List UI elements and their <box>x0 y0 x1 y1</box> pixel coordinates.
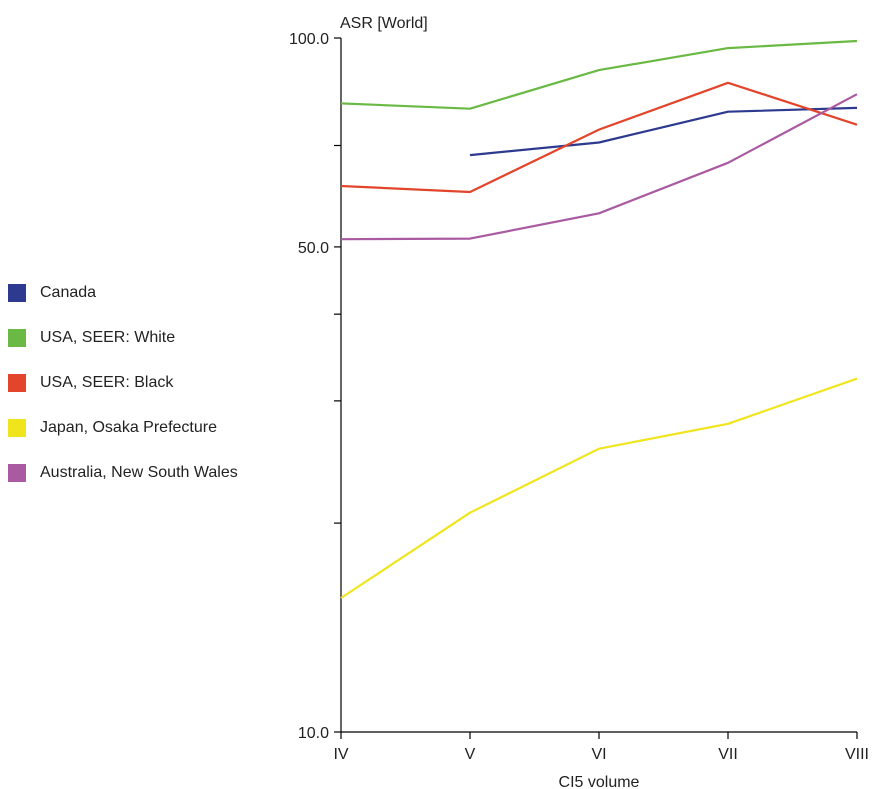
y-axis-label: ASR [World] <box>340 15 428 32</box>
series-line <box>340 81 858 194</box>
legend-swatch <box>8 463 26 482</box>
legend-swatch <box>8 283 26 302</box>
legend: Canada USA, SEER: White USA, SEER: Black Ja… <box>8 270 238 495</box>
legend-label: Australia, New South Wales <box>40 463 238 481</box>
x-tick-label: IV <box>333 746 348 763</box>
legend-swatch <box>8 373 26 392</box>
series-line <box>340 377 858 599</box>
legend-label: USA, SEER: White <box>40 328 176 346</box>
x-axis-label: CI5 volume <box>559 774 640 789</box>
legend-item: Australia, New South Wales <box>8 450 238 495</box>
legend-item: Japan, Osaka Prefecture <box>8 405 238 450</box>
legend-item: Canada <box>8 270 238 315</box>
x-tick-label: VII <box>718 746 738 763</box>
legend-item: USA, SEER: Black <box>8 360 238 405</box>
legend-label: USA, SEER: Black <box>40 373 174 391</box>
legend-label: Canada <box>40 283 97 301</box>
x-tick-label: VIII <box>845 746 869 763</box>
x-tick-label: VI <box>591 746 606 763</box>
y-tick-label: 50.0 <box>298 240 329 257</box>
series-line <box>340 93 858 241</box>
series-line <box>340 39 858 110</box>
legend-label: Japan, Osaka Prefecture <box>40 418 217 436</box>
y-tick-label: 10.0 <box>298 725 329 742</box>
x-tick-label: V <box>465 746 476 763</box>
legend-item: USA, SEER: White <box>8 315 238 360</box>
series-line <box>469 106 858 157</box>
y-tick-label: 100.0 <box>289 31 329 48</box>
legend-swatch <box>8 328 26 347</box>
legend-swatch <box>8 418 26 437</box>
